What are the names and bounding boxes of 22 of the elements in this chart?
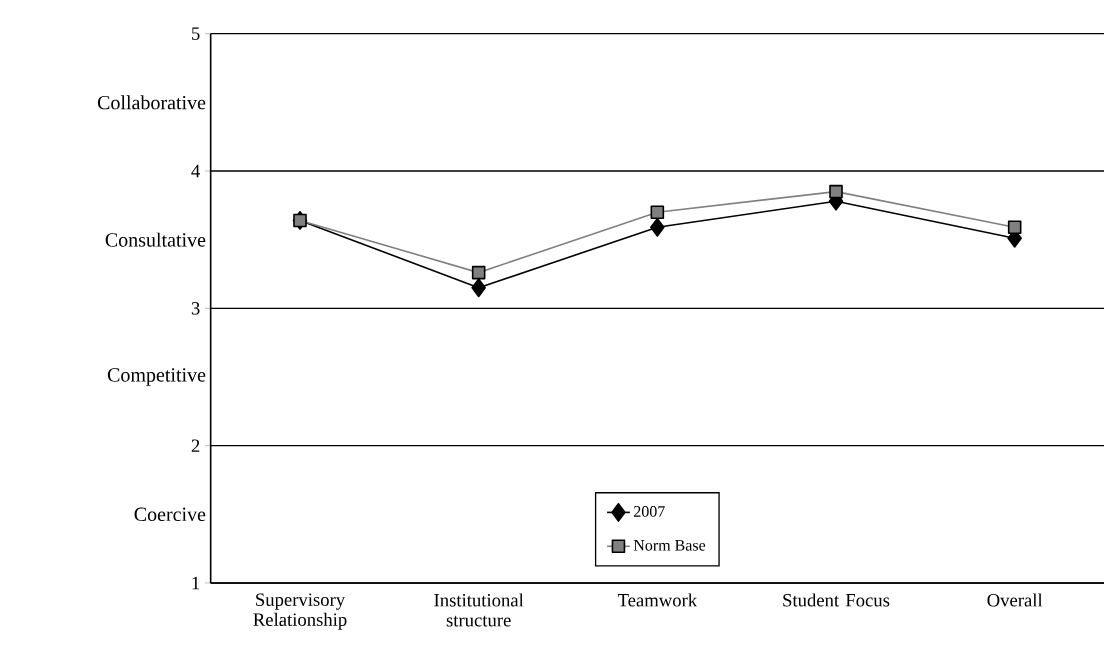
y-tick-label: 5	[192, 27, 200, 40]
y-tick-label: Consultative	[105, 232, 206, 247]
legend-label: 2007	[634, 506, 665, 517]
x-tick-label: Institutional structure	[434, 593, 524, 627]
x-tick-label: Supervisory Relationship	[253, 593, 347, 630]
y-tick-label: Competitive	[107, 368, 206, 386]
y-tick-label: Collaborative	[97, 95, 206, 110]
point	[650, 205, 665, 219]
point	[1007, 220, 1022, 235]
point	[829, 184, 843, 199]
y-tick-label: 4	[191, 164, 200, 178]
point	[471, 265, 486, 280]
point	[650, 217, 665, 237]
y-tick-label: Coercive	[134, 507, 206, 522]
x-tick-label: Student Focus	[783, 593, 890, 607]
point	[471, 278, 486, 298]
x-tick-label: Overall	[987, 593, 1043, 607]
y-tick-label: 3	[191, 302, 200, 315]
y-tick-label: 1	[192, 576, 200, 590]
y-tick-label: 2	[191, 439, 200, 452]
legend-label: Norm Base	[633, 540, 706, 551]
x-tick-label: Teamwork	[617, 593, 698, 607]
